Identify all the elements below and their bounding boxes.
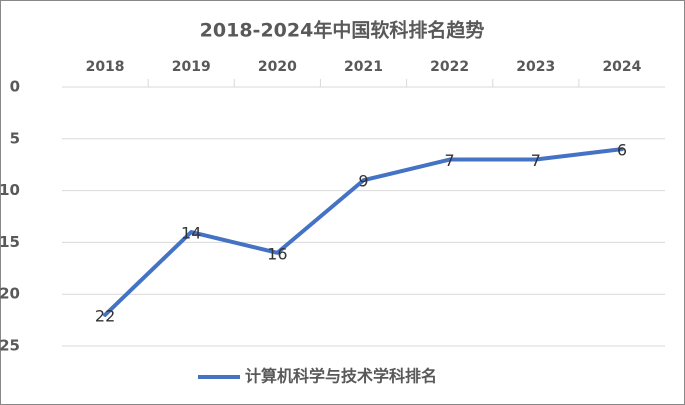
y-tick-label: 15 [0,233,20,251]
chart-title: 2018-2024年中国软科排名趋势 [200,19,485,42]
y-tick-label: 5 [10,129,20,147]
x-tick-label: 2020 [258,59,297,75]
x-tick-label: 2019 [172,59,211,75]
data-label: 16 [267,244,287,263]
data-label: 14 [181,224,201,243]
x-tick-label: 2024 [602,59,641,75]
data-label: 7 [531,151,541,170]
x-tick-label: 2021 [344,59,383,75]
y-tick-label: 25 [0,337,20,355]
y-tick-label: 10 [0,181,20,199]
data-label: 9 [358,172,368,191]
data-label: 7 [445,151,455,170]
x-tick-label: 2018 [86,59,125,75]
x-tick-label: 2023 [516,59,555,75]
data-label: 6 [617,141,627,160]
legend-label: 计算机科学与技术学科排名 [245,367,437,386]
x-tick-label: 2022 [430,59,469,75]
y-tick-label: 0 [10,78,20,96]
data-label: 22 [95,306,115,325]
y-tick-label: 20 [0,285,20,303]
series-line [103,147,624,317]
